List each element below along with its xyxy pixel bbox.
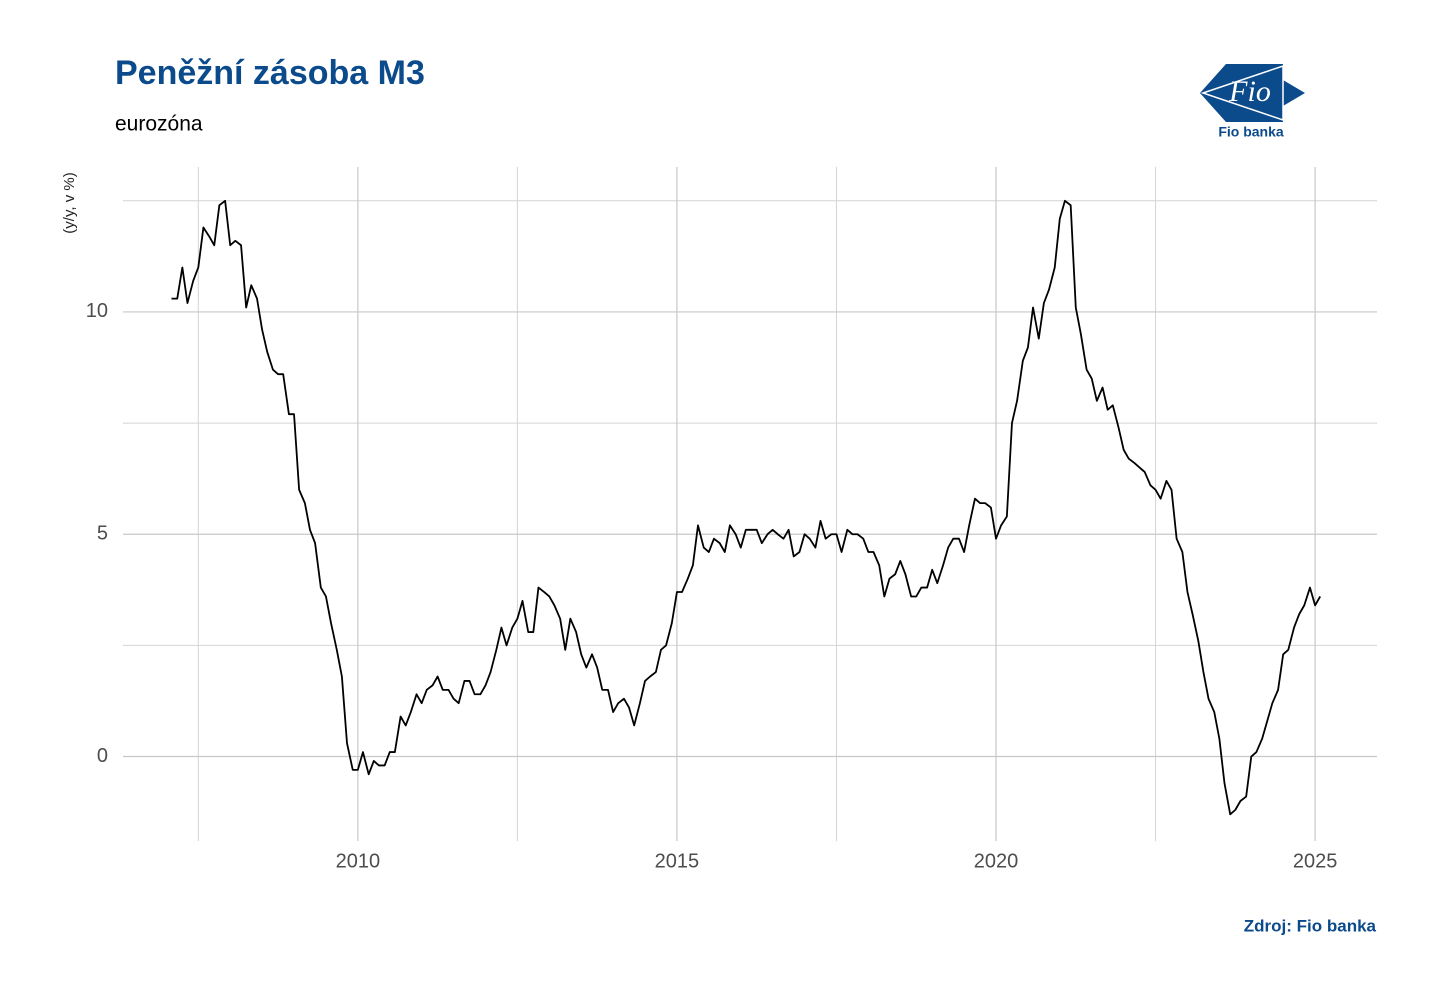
x-tick-label: 2020 — [974, 850, 1019, 872]
y-tick-label: 5 — [97, 523, 108, 545]
logo-text: Fio banka — [1218, 124, 1284, 140]
data-line — [171, 199, 1321, 816]
y-tick-label: 10 — [86, 300, 108, 322]
logo-mark: Fio — [1228, 75, 1271, 108]
y-tick-label: 0 — [97, 745, 108, 767]
logo-outline — [1200, 64, 1284, 122]
x-tick-label: 2025 — [1293, 850, 1338, 872]
chart-title: Peněžní zásoba M3 — [115, 54, 425, 92]
y-axis-label: (y/y, v %) — [61, 172, 78, 233]
logo: Fio Fio banka — [1200, 64, 1305, 140]
x-tick-label: 2015 — [655, 850, 700, 872]
logo-shape — [1200, 64, 1305, 122]
chart-subtitle: eurozóna — [115, 113, 203, 136]
source-note: Zdroj: Fio banka — [1244, 916, 1377, 935]
x-tick-label: 2010 — [336, 850, 381, 872]
